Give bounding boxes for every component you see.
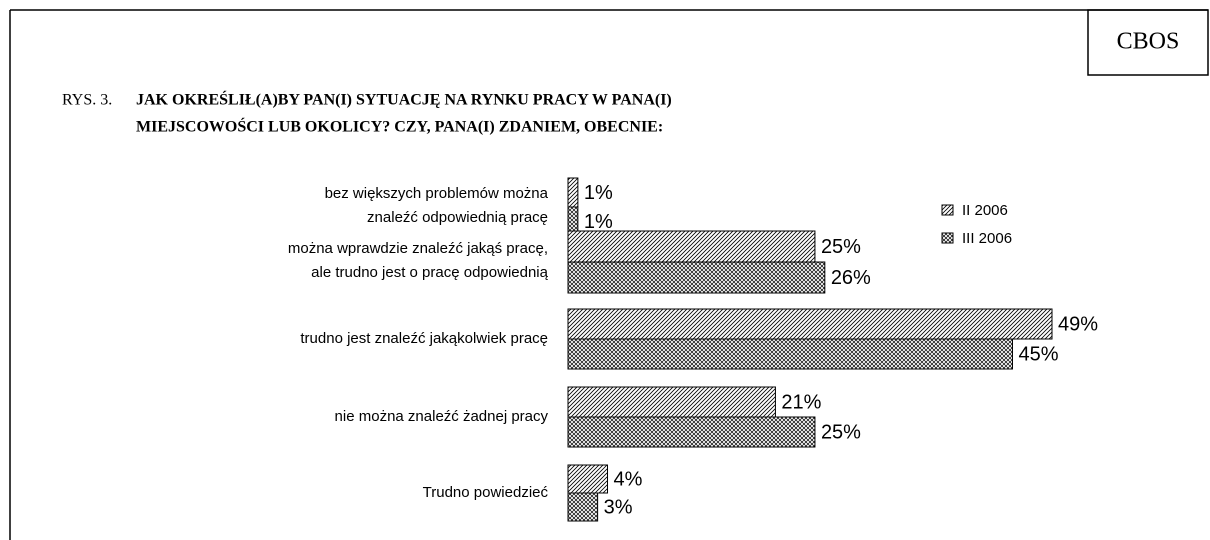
value-label: 1% — [584, 182, 613, 204]
value-label: 3% — [604, 496, 633, 518]
category-label: Trudno powiedzieć — [423, 484, 549, 501]
value-label: 49% — [1058, 313, 1098, 335]
category-label: bez większych problemów można — [325, 185, 549, 202]
value-label: 26% — [831, 267, 871, 289]
value-label: 45% — [1018, 343, 1058, 365]
bar — [567, 464, 609, 494]
bar — [567, 261, 826, 294]
category-label: trudno jest znaleźć jakąkolwiek pracę — [300, 330, 548, 347]
bar — [567, 177, 579, 208]
category-label: ale trudno jest o pracę odpowiednią — [311, 264, 548, 281]
legend-label: II 2006 — [962, 202, 1008, 219]
chart-title: MIEJSCOWOŚCI LUB OKOLICY? CZY, PANA(I) Z… — [136, 117, 663, 136]
value-label: 1% — [584, 211, 613, 233]
category-label: można wprawdzie znaleźć jakąś pracę, — [288, 240, 548, 257]
bar — [567, 230, 816, 263]
value-label: 21% — [781, 391, 821, 413]
bar — [567, 416, 816, 448]
bar — [567, 338, 1013, 370]
chart-title: JAK OKREŚLIŁ(A)BY PAN(I) SYTUACJĘ NA RYN… — [136, 90, 672, 109]
legend-swatch — [941, 232, 954, 244]
category-label: znaleźć odpowiednią pracę — [367, 209, 548, 226]
figure-label: RYS. 3. — [62, 92, 112, 109]
bar — [567, 386, 776, 418]
category-label: nie można znaleźć żadnej pracy — [335, 408, 549, 425]
value-label: 4% — [614, 468, 643, 490]
bar — [567, 492, 599, 522]
value-label: 25% — [821, 421, 861, 443]
legend-swatch — [941, 204, 954, 216]
bar — [567, 308, 1053, 340]
source: CBOS — [1117, 29, 1180, 55]
source-box — [1087, 9, 1209, 76]
legend-label: III 2006 — [962, 230, 1012, 247]
value-label: 25% — [821, 236, 861, 258]
